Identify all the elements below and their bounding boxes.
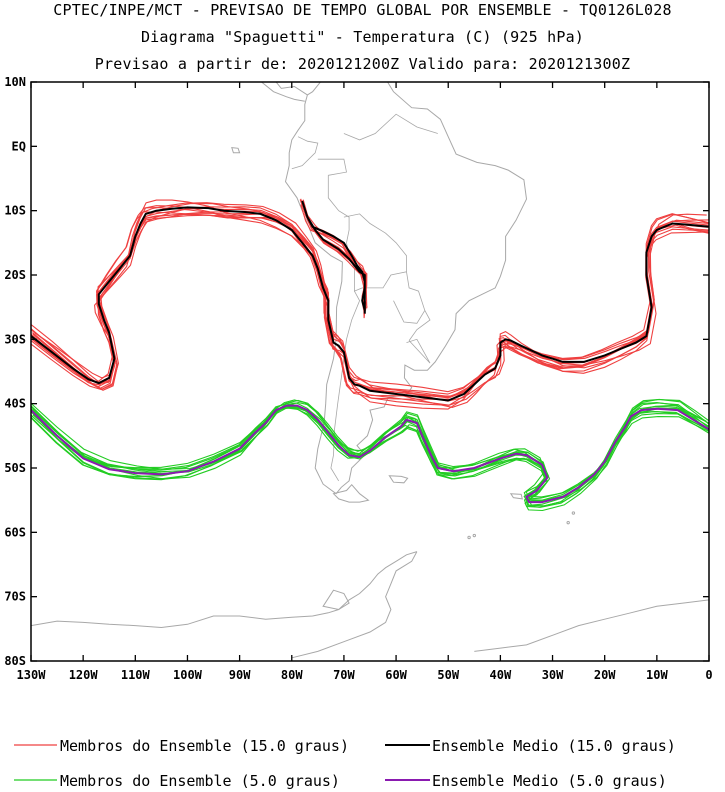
antarctic-peninsula <box>31 551 418 629</box>
ensemble-mean-layer <box>31 200 709 504</box>
land-contours <box>31 82 709 659</box>
country-border <box>291 136 319 170</box>
y-tick-label: 80S <box>4 654 26 668</box>
central-america-coast <box>275 82 308 96</box>
ensemble-member-15-interior-line <box>300 198 368 309</box>
x-tick-label: 120W <box>69 668 99 682</box>
country-border <box>408 310 431 341</box>
axes: 130W 120W 110W 100W 90W 80W 70W 60W 50W 40W 30W 20W… <box>4 75 712 682</box>
x-tick-label: 100W <box>173 668 203 682</box>
alexander-island <box>322 589 350 611</box>
ensemble-member-5-line <box>31 399 708 512</box>
weddell-coast <box>291 551 418 659</box>
ensemble-mean-5-line <box>31 404 709 504</box>
x-tick-label: 80W <box>281 668 303 682</box>
y-tick-label: EQ <box>12 139 26 153</box>
country-border <box>317 158 347 176</box>
x-tick-label: 60W <box>385 668 407 682</box>
x-tick-label: 70W <box>333 668 355 682</box>
y-tick-label: 30S <box>4 332 26 346</box>
ensemble-member-15-line <box>31 202 709 406</box>
ensemble-member-15-line <box>31 205 709 406</box>
country-border <box>393 271 426 324</box>
central-america-pacific <box>260 82 305 102</box>
x-tick-label: 110W <box>121 668 151 682</box>
y-tick-label: 60S <box>4 525 26 539</box>
x-tick-label: 0 <box>705 668 712 682</box>
x-tick-label: 20W <box>594 668 616 682</box>
legend: Membros do Ensemble (15.0 graus) Ensembl… <box>14 737 676 790</box>
legend-label-members-15: Membros do Ensemble (15.0 graus) <box>60 737 349 755</box>
island <box>467 535 471 540</box>
country-border <box>406 338 431 364</box>
ensemble-member-15-line <box>31 213 709 399</box>
legend-label-mean-15: Ensemble Medio (15.0 graus) <box>432 737 676 755</box>
island <box>566 520 570 525</box>
country-border <box>327 175 407 292</box>
ensemble-member-15-line <box>31 207 709 398</box>
header-title: CPTEC/INPE/MCT - PREVISAO DE TEMPO GLOBA… <box>53 1 672 19</box>
x-tick-label: 90W <box>229 668 251 682</box>
chart-subtitle: Diagrama "Spaguetti" - Temperatura (C) (… <box>140 28 585 46</box>
y-tick-label: 70S <box>4 590 26 604</box>
ensemble-member-15-line <box>31 199 709 410</box>
tierra-del-fuego <box>332 483 370 503</box>
island <box>472 533 477 538</box>
y-tick-label: 40S <box>4 397 26 411</box>
ensemble-mean-15-line <box>31 206 709 402</box>
x-tick-label: 30W <box>542 668 564 682</box>
island <box>571 511 576 515</box>
galapagos <box>231 147 241 154</box>
y-tick-label: 20S <box>4 268 26 282</box>
x-tick-label: 50W <box>437 668 459 682</box>
ensemble-members-15-layer <box>31 198 709 410</box>
x-tick-label: 40W <box>490 668 512 682</box>
legend-label-members-5: Membros do Ensemble (5.0 graus) <box>60 772 340 790</box>
legend-label-mean-5: Ensemble Medio (5.0 graus) <box>432 772 667 790</box>
country-border <box>343 113 438 141</box>
y-tick-label: 50S <box>4 461 26 475</box>
y-tick-label: 10N <box>4 75 26 89</box>
country-border <box>330 290 361 482</box>
falkland-islands <box>388 475 409 484</box>
south-georgia <box>509 493 523 500</box>
x-tick-label: 10W <box>646 668 668 682</box>
ensemble-mean-15-interior-line <box>301 200 366 314</box>
x-tick-label: 130W <box>17 668 47 682</box>
east-weddell <box>474 599 709 652</box>
forecast-dates: Previsao a partir de: 2020121200Z Valido… <box>94 55 631 73</box>
plot-frame <box>30 81 710 662</box>
y-tick-label: 10S <box>4 204 26 218</box>
